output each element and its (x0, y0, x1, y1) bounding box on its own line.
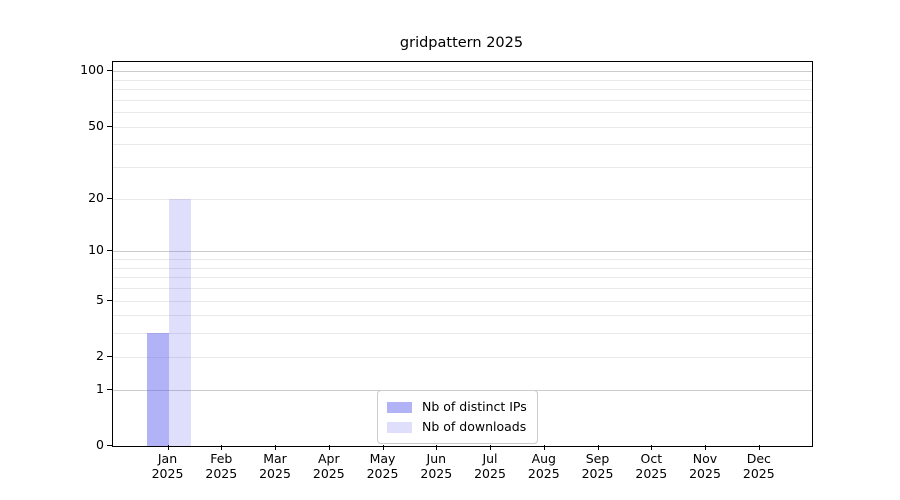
x-tick-label: Jun 2025 (420, 451, 453, 481)
y-tick-mark (107, 250, 112, 252)
x-tick-mark (758, 445, 760, 450)
x-tick-mark (597, 445, 599, 450)
x-tick-mark (328, 445, 330, 450)
y-tick-label: 5 (96, 291, 104, 307)
x-tick-label: Jan 2025 (151, 451, 184, 481)
minor-gridline (113, 267, 812, 269)
minor-gridline (113, 112, 812, 114)
x-tick-label: Apr 2025 (312, 451, 345, 481)
x-tick-mark (382, 445, 384, 450)
major-gridline (113, 251, 812, 253)
y-tick-mark (107, 299, 112, 301)
y-tick-label: 100 (80, 62, 104, 78)
y-tick-label: 0 (96, 437, 104, 452)
minor-gridline (113, 277, 812, 279)
x-tick-mark (275, 445, 276, 450)
x-tick-label: Nov 2025 (689, 451, 721, 481)
x-tick-mark (705, 445, 706, 450)
y-tick-mark (107, 125, 112, 127)
minor-gridline (113, 356, 812, 358)
x-tick-mark (543, 445, 545, 450)
x-tick-label: Oct 2025 (635, 451, 668, 481)
x-tick-label: Sep 2025 (581, 451, 614, 481)
y-tick-mark (107, 388, 112, 390)
minor-gridline (113, 99, 812, 101)
y-tick-label: 1 (96, 380, 104, 396)
x-tick-label: Dec 2025 (742, 451, 775, 481)
y-tick-label: 2 (96, 347, 104, 363)
x-tick-mark (167, 445, 169, 450)
x-tick-mark (490, 445, 491, 450)
x-tick-label: Aug 2025 (527, 451, 560, 481)
legend-label-downloads: Nb of downloads (422, 419, 527, 434)
x-tick-label: Feb 2025 (205, 451, 238, 481)
bars-layer (113, 62, 812, 446)
legend: Nb of distinct IPs Nb of downloads (377, 390, 538, 444)
y-tick-label: 20 (88, 189, 104, 205)
y-tick-mark (107, 445, 112, 446)
x-tick-mark (436, 445, 438, 450)
minor-gridline (113, 79, 812, 81)
minor-gridline (113, 144, 812, 146)
minor-gridline (113, 287, 812, 289)
plot-area: Nb of distinct IPs Nb of downloads (112, 61, 813, 447)
chart-title: gridpattern 2025 (399, 35, 524, 51)
legend-swatch-distinct-ips (387, 401, 412, 413)
minor-gridline (113, 259, 812, 260)
minor-gridline (113, 333, 812, 335)
bar-downloads (168, 198, 191, 446)
x-tick-label: May 2025 (366, 451, 399, 481)
y-tick-mark (107, 70, 112, 72)
y-tick-label: 50 (88, 117, 104, 133)
x-tick-label: Jul 2025 (474, 451, 506, 481)
minor-gridline (113, 198, 812, 200)
minor-gridline (113, 126, 812, 128)
y-tick-mark (107, 355, 112, 357)
minor-gridline (113, 315, 812, 317)
x-tick-label: Mar 2025 (259, 451, 291, 481)
major-gridline (113, 71, 812, 73)
x-tick-mark (221, 445, 223, 450)
legend-swatch-downloads (387, 421, 412, 433)
legend-label-distinct-ips: Nb of distinct IPs (422, 399, 527, 414)
bar-distinct-ips (146, 333, 169, 446)
minor-gridline (113, 89, 812, 90)
x-tick-mark (651, 445, 653, 450)
minor-gridline (113, 300, 812, 302)
y-tick-label: 10 (88, 242, 104, 258)
legend-item-downloads: Nb of downloads (387, 417, 527, 437)
y-tick-mark (107, 197, 112, 199)
minor-gridline (113, 167, 812, 169)
legend-item-distinct-ips: Nb of distinct IPs (387, 397, 527, 417)
